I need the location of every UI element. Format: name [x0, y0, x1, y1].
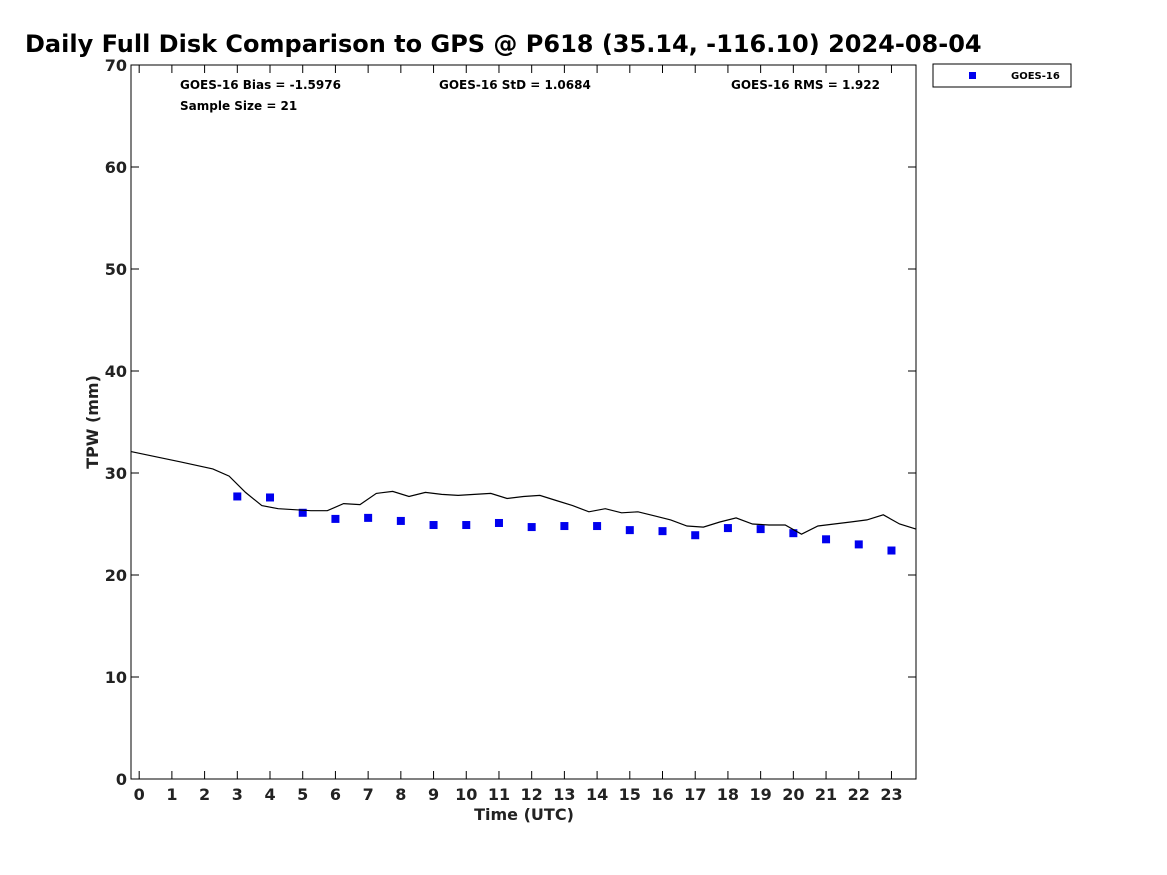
goes-16-data-point: [396, 516, 405, 525]
x-tick-label: 16: [651, 785, 673, 804]
x-tick-label: 19: [750, 785, 772, 804]
x-tick-label: 1: [166, 785, 177, 804]
x-axis-label: Time (UTC): [474, 805, 574, 824]
goes-16-data-point: [494, 518, 503, 527]
x-tick-label: 7: [363, 785, 374, 804]
legend-marker: [969, 72, 976, 79]
goes-16-data-point: [462, 521, 471, 530]
y-tick-label: 50: [105, 260, 127, 279]
goes-16-data-point: [298, 508, 307, 517]
x-tick-label: 2: [199, 785, 210, 804]
x-axis: 0 1 2 3 4 5 6 7 8 9 10 11 12 13 14 15 16 17 18 19 20 21 22 23: [134, 65, 903, 804]
goes-16-data-point: [593, 522, 602, 531]
y-axis: 0 10 20 30 40 50 60 70: [105, 56, 916, 789]
x-tick-label: 13: [553, 785, 575, 804]
x-tick-label: 22: [848, 785, 870, 804]
goes-16-data-point: [527, 523, 536, 532]
legend-label: GOES-16: [1011, 71, 1060, 82]
gps-tpw-line: [130, 451, 917, 535]
goes-16-data-point: [756, 525, 765, 534]
bias-stat: GOES-16 Bias = -1.5976: [180, 78, 341, 92]
series-layer: [130, 451, 917, 555]
y-axis-label: TPW (mm): [83, 375, 102, 469]
goes-16-data-point: [854, 540, 863, 549]
x-tick-label: 12: [521, 785, 543, 804]
x-tick-label: 11: [488, 785, 510, 804]
goes-16-data-point: [233, 492, 242, 501]
goes-16-data-point: [429, 521, 438, 530]
goes-16-data-point: [789, 529, 798, 538]
x-tick-label: 15: [619, 785, 641, 804]
x-tick-label: 20: [782, 785, 804, 804]
y-tick-label: 60: [105, 158, 127, 177]
goes-16-data-point: [723, 524, 732, 533]
goes-16-data-point: [658, 527, 667, 536]
x-tick-label: 17: [684, 785, 706, 804]
x-tick-label: 4: [264, 785, 275, 804]
std-stat: GOES-16 StD = 1.0684: [439, 78, 591, 92]
goes-16-data-point: [364, 513, 373, 522]
goes-16-data-point: [691, 531, 700, 540]
goes-16-data-point: [625, 526, 634, 535]
rms-stat: GOES-16 RMS = 1.922: [731, 78, 880, 92]
goes-16-data-point: [887, 546, 896, 555]
x-tick-label: 21: [815, 785, 837, 804]
goes-16-data-point: [560, 522, 569, 531]
y-tick-label: 40: [105, 362, 127, 381]
x-tick-label: 5: [297, 785, 308, 804]
goes-16-data-point: [822, 535, 831, 544]
legend: GOES-16: [932, 63, 1072, 88]
chart-title: Daily Full Disk Comparison to GPS @ P618…: [25, 30, 982, 58]
y-tick-label: 70: [105, 56, 127, 75]
x-tick-label: 8: [395, 785, 406, 804]
x-tick-label: 14: [586, 785, 608, 804]
x-tick-label: 0: [134, 785, 145, 804]
goes-16-data-point: [331, 514, 340, 523]
x-tick-label: 18: [717, 785, 739, 804]
y-tick-label: 10: [105, 668, 127, 687]
x-tick-label: 9: [428, 785, 439, 804]
goes-16-data-point: [266, 493, 275, 502]
x-tick-label: 3: [232, 785, 243, 804]
x-tick-label: 23: [880, 785, 902, 804]
sample-size-stat: Sample Size = 21: [180, 99, 297, 113]
x-tick-label: 6: [330, 785, 341, 804]
y-tick-label: 20: [105, 566, 127, 585]
y-tick-label: 0: [116, 770, 127, 789]
plot-area-frame: [130, 64, 917, 780]
legend-box: [932, 63, 1072, 88]
y-tick-label: 30: [105, 464, 127, 483]
x-tick-label: 10: [455, 785, 477, 804]
